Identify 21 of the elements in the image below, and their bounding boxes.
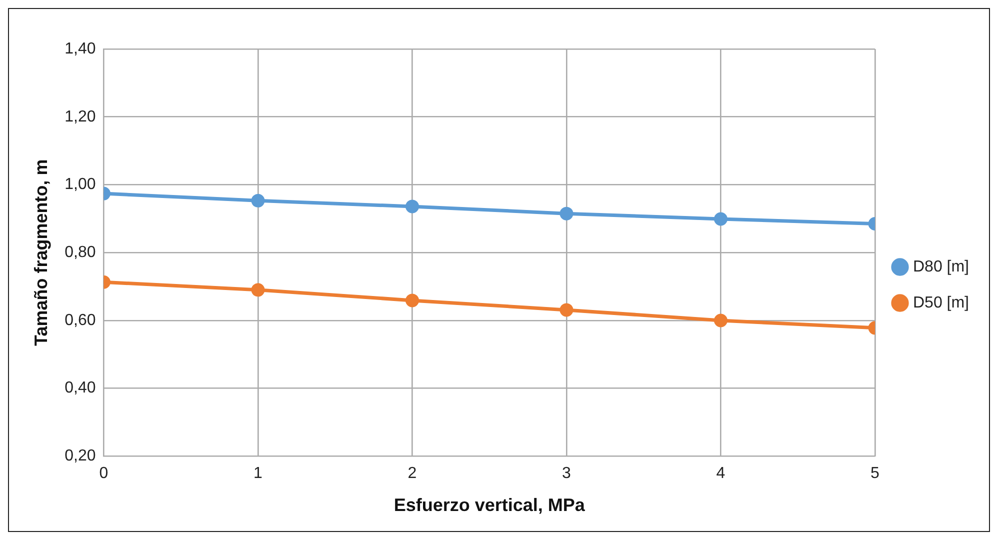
y-tick-label: 1,20: [64, 108, 96, 126]
y-tick-label: 1,00: [64, 176, 96, 194]
y-tick-label: 0,40: [64, 380, 96, 397]
x-tick-label: 0: [99, 465, 108, 482]
y-tick-label: 0,60: [64, 312, 96, 329]
x-tick-label: 5: [870, 465, 880, 482]
point: [405, 294, 419, 308]
point: [560, 206, 574, 220]
x-tick-label: 2: [408, 465, 417, 482]
y-axis-title: Tamaño fragmento, m: [30, 159, 51, 346]
x-tick-label: 1: [254, 465, 263, 482]
y-tick-label: 0,20: [64, 448, 96, 465]
x-tick-label: 4: [716, 465, 726, 482]
point: [560, 303, 574, 317]
y-tick-label: 0,80: [64, 244, 96, 262]
legend-label: D50 [m]: [912, 294, 969, 312]
x-tick-label: 3: [562, 465, 572, 482]
legend-label: D80 [m]: [912, 258, 969, 276]
point: [405, 200, 419, 214]
x-axis-title: Esfuerzo vertical, MPa: [394, 495, 586, 516]
y-tick-label: 1,40: [64, 40, 96, 58]
